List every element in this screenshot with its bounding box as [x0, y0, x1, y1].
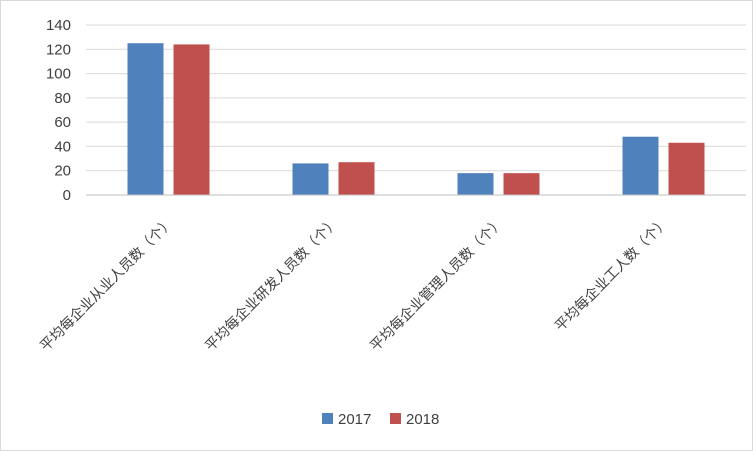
bars	[127, 43, 705, 195]
bar-2017-3	[457, 173, 494, 195]
y-tick-label: 120	[46, 41, 71, 58]
y-tick-label: 20	[54, 163, 71, 180]
x-category-label: 平均每企业研发人员数（个）	[202, 214, 343, 355]
x-category-label: 平均每企业工人数（个）	[551, 214, 672, 335]
x-axis-categories: 平均每企业从业人员数（个） 平均每企业研发人员数（个） 平均每企业管理人员数（个） 平…	[37, 214, 673, 355]
y-tick-label: 140	[46, 17, 71, 34]
x-category-label: 平均每企业从业人员数（个）	[37, 214, 178, 355]
legend: 2017 2018	[322, 411, 439, 428]
y-tick-label: 40	[54, 138, 71, 155]
y-tick-label: 100	[46, 66, 71, 83]
bar-2018-1	[173, 44, 210, 195]
y-tick-label: 60	[54, 114, 71, 131]
y-axis-ticks: 0 20 40 60 80 100 120 140	[46, 17, 71, 204]
bar-2018-3	[503, 173, 540, 195]
bar-2017-1	[127, 43, 164, 195]
y-tick-label: 80	[54, 90, 71, 107]
legend-swatch-2017	[322, 413, 333, 424]
y-tick-label: 0	[63, 187, 71, 204]
bar-2018-4	[668, 142, 705, 195]
x-category-label: 平均每企业管理人员数（个）	[367, 214, 508, 355]
legend-label-2018: 2018	[406, 411, 439, 428]
legend-swatch-2018	[390, 413, 401, 424]
bar-2018-2	[338, 162, 375, 195]
bar-2017-2	[292, 163, 329, 195]
bar-2017-4	[622, 136, 659, 195]
legend-label-2017: 2017	[338, 411, 371, 428]
